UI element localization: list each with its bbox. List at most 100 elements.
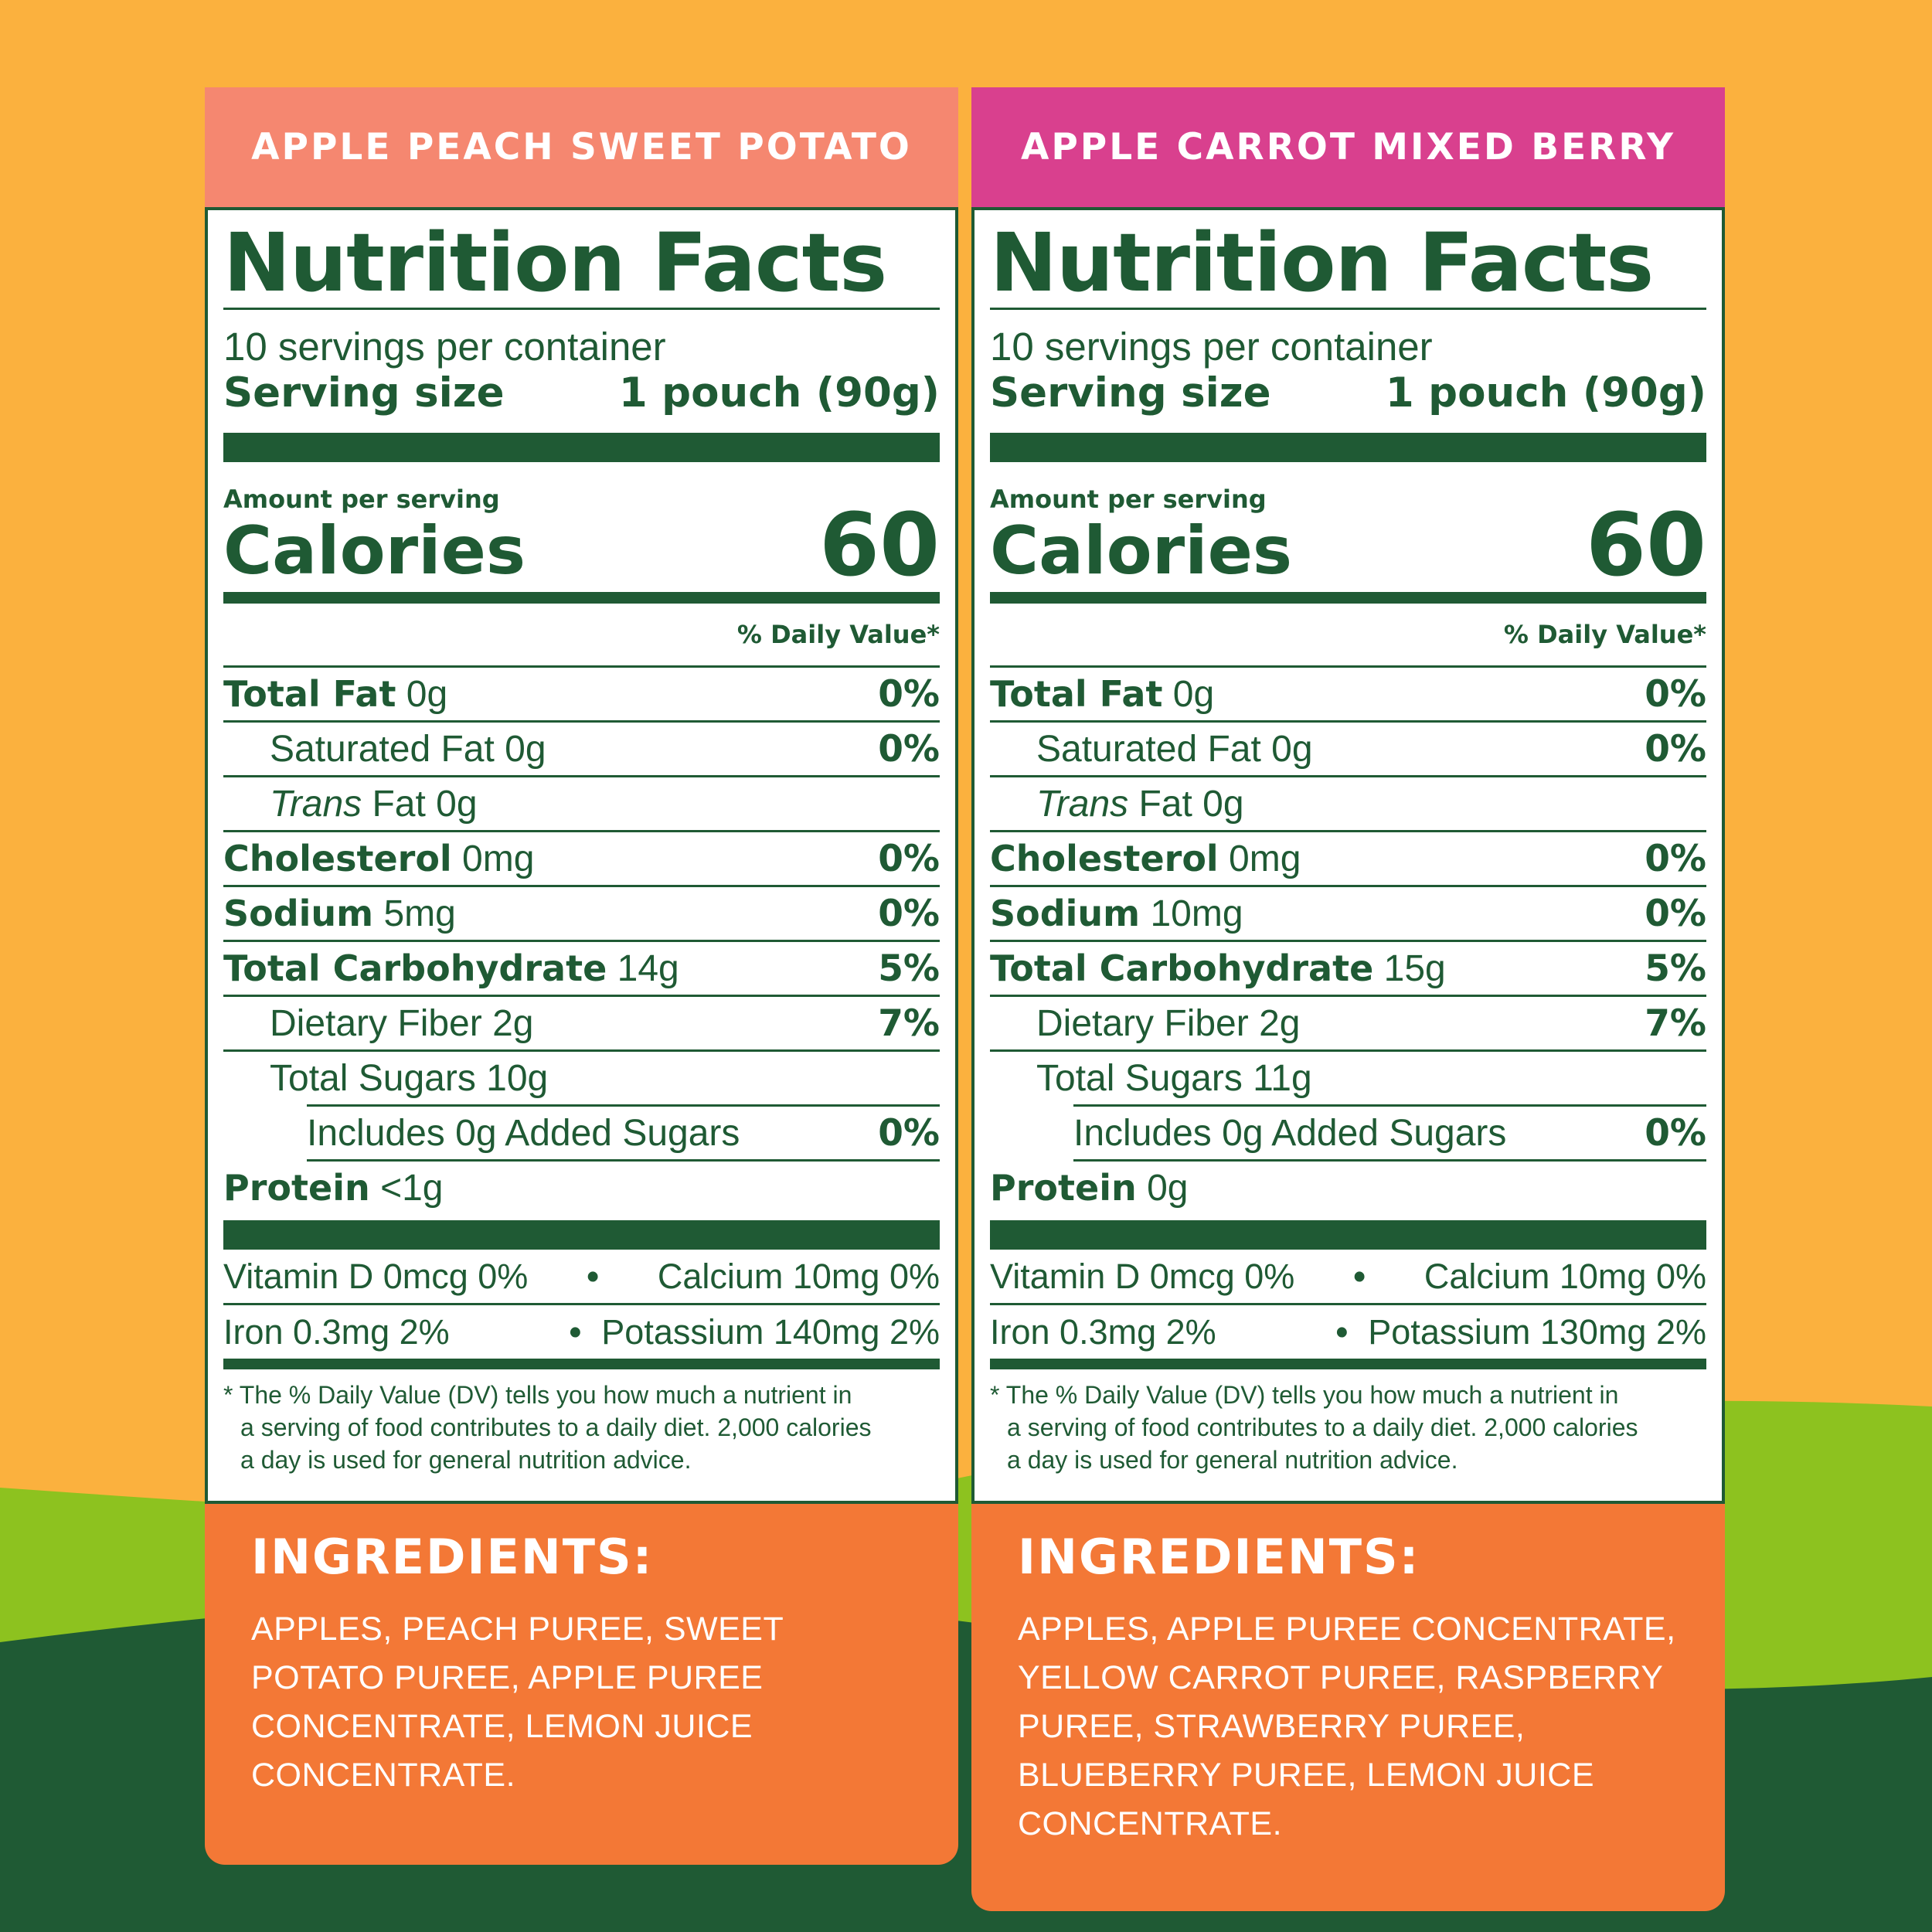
footnote-line: * The % Daily Value (DV) tells you how m…: [223, 1381, 852, 1409]
total-carbohydrate-row: Total Carbohydrate 14g 5%: [223, 942, 940, 997]
cholesterol-row: Cholesterol 0mg 0%: [990, 832, 1706, 887]
sodium-row: Sodium 5mg 0%: [223, 887, 940, 942]
divider: [990, 308, 1706, 310]
vitamins-row-1: Vitamin D 0mcg 0% • Calcium 10mg 0%: [990, 1250, 1706, 1305]
product-panel-apple-peach-sweet-potato: APPLE PEACH SWEET POTATO Nutrition Facts…: [205, 87, 958, 1865]
footnote: * The % Daily Value (DV) tells you how m…: [223, 1379, 940, 1476]
footnote: * The % Daily Value (DV) tells you how m…: [990, 1379, 1706, 1476]
medium-divider: [223, 1359, 940, 1369]
total-carbohydrate-label: Total Carbohydrate: [990, 947, 1374, 989]
cholesterol-dv: 0%: [878, 837, 940, 880]
added-sugars-row: Includes 0g Added Sugars 0%: [1073, 1104, 1706, 1162]
ingredients-line: BLUEBERRY PUREE, LEMON JUICE: [1018, 1757, 1595, 1794]
ingredients-line: CONCENTRATE.: [1018, 1805, 1283, 1842]
servings-per-container: 10 servings per container: [990, 325, 1433, 369]
serving-size-value: 1 pouch (90g): [618, 369, 940, 417]
product-name-header: APPLE PEACH SWEET POTATO: [205, 87, 958, 207]
calories-row: Calories 60: [990, 502, 1706, 592]
calories-label: Calories: [990, 512, 1293, 590]
total-carbohydrate-dv: 5%: [1645, 947, 1706, 990]
protein-label: Protein: [223, 1166, 370, 1209]
vitamins-row-2: Iron 0.3mg 2% • Potassium 140mg 2%: [223, 1305, 940, 1359]
calcium: Calcium 10mg 0%: [1423, 1256, 1706, 1296]
sodium-dv: 0%: [878, 892, 940, 935]
ingredients-title: INGREDIENTS:: [1018, 1529, 1420, 1585]
saturated-fat-row: Saturated Fat 0g 0%: [990, 723, 1706, 777]
footnote-line: a serving of food contributes to a daily…: [240, 1413, 872, 1441]
vitamin-d: Vitamin D 0mcg 0%: [223, 1256, 529, 1296]
saturated-fat-dv: 0%: [1645, 727, 1706, 770]
sodium-label: Sodium: [990, 892, 1141, 934]
ingredients-box: INGREDIENTS: APPLES, PEACH PUREE, SWEET …: [205, 1504, 958, 1865]
added-sugars-label: Includes 0g Added Sugars: [307, 1112, 740, 1154]
calories-value: 60: [1586, 495, 1706, 596]
serving-size-label: Serving size: [223, 369, 505, 417]
footnote-line: * The % Daily Value (DV) tells you how m…: [990, 1381, 1619, 1409]
cholesterol-amount: 0mg: [1229, 838, 1301, 879]
medium-divider: [990, 1359, 1706, 1369]
saturated-fat-dv: 0%: [878, 727, 940, 770]
ingredients-list: APPLES, APPLE PUREE CONCENTRATE, YELLOW …: [1018, 1605, 1679, 1849]
serving-size-row: Serving size 1 pouch (90g): [223, 372, 940, 419]
daily-value-header: % Daily Value*: [223, 604, 940, 668]
vitamins-row-1: Vitamin D 0mcg 0% • Calcium 10mg 0%: [223, 1250, 940, 1305]
trans-fat-label: Fat 0g: [372, 783, 478, 825]
total-fat-amount: 0g: [406, 673, 448, 715]
dietary-fiber-row: Dietary Fiber 2g 7%: [990, 997, 1706, 1052]
cholesterol-amount: 0mg: [462, 838, 535, 879]
saturated-fat-label: Saturated Fat 0g: [270, 728, 546, 770]
total-sugars-row: Total Sugars 10g: [223, 1052, 940, 1104]
protein-amount: 0g: [1147, 1167, 1189, 1209]
ingredients-title: INGREDIENTS:: [251, 1529, 654, 1585]
trans-fat-row: Trans Fat 0g: [223, 777, 940, 832]
total-carbohydrate-amount: 14g: [617, 947, 679, 989]
amount-per-serving: Amount per serving: [990, 485, 1267, 514]
trans-fat-label: Fat 0g: [1138, 783, 1244, 825]
serving-size-row: Serving size 1 pouch (90g): [990, 372, 1706, 419]
calories-label: Calories: [223, 512, 526, 590]
protein-row: Protein <1g: [223, 1162, 940, 1214]
sodium-dv: 0%: [1645, 892, 1706, 935]
saturated-fat-row: Saturated Fat 0g 0%: [223, 723, 940, 777]
calories-row: Calories 60: [223, 502, 940, 592]
total-carbohydrate-label: Total Carbohydrate: [223, 947, 607, 989]
dietary-fiber-label: Dietary Fiber 2g: [270, 1002, 534, 1044]
trans-fat-italic: Trans: [270, 783, 362, 825]
thick-divider: [990, 433, 1706, 462]
bullet: •: [569, 1311, 582, 1352]
total-fat-label: Total Fat: [223, 672, 396, 715]
total-fat-label: Total Fat: [990, 672, 1163, 715]
total-fat-row: Total Fat 0g 0%: [223, 668, 940, 723]
total-carbohydrate-amount: 15g: [1383, 947, 1446, 989]
footnote-line: a day is used for general nutrition advi…: [1007, 1446, 1458, 1474]
total-sugars-row: Total Sugars 11g: [990, 1052, 1706, 1104]
bullet: •: [1353, 1256, 1366, 1296]
servings-per-container: 10 servings per container: [223, 325, 666, 369]
serving-size-value: 1 pouch (90g): [1385, 369, 1706, 417]
sodium-label: Sodium: [223, 892, 374, 934]
total-carbohydrate-dv: 5%: [878, 947, 940, 990]
dietary-fiber-row: Dietary Fiber 2g 7%: [223, 997, 940, 1052]
potassium: Potassium 130mg 2%: [1368, 1311, 1706, 1352]
ingredients-line: CONCENTRATE.: [251, 1757, 516, 1794]
nutrition-facts-title: Nutrition Facts: [223, 216, 887, 310]
protein-amount: <1g: [380, 1167, 444, 1209]
bullet: •: [1335, 1311, 1349, 1352]
calories-value: 60: [819, 495, 940, 596]
footnote-line: a day is used for general nutrition advi…: [240, 1446, 692, 1474]
cholesterol-label: Cholesterol: [990, 837, 1219, 879]
total-fat-amount: 0g: [1172, 673, 1215, 715]
protein-row: Protein 0g: [990, 1162, 1706, 1214]
nutrition-facts-title: Nutrition Facts: [990, 216, 1654, 310]
ingredients-line: YELLOW CARROT PUREE, RASPBERRY: [1018, 1659, 1664, 1696]
dietary-fiber-dv: 7%: [878, 1002, 940, 1045]
cholesterol-row: Cholesterol 0mg 0%: [223, 832, 940, 887]
ingredients-line: CONCENTRATE, LEMON JUICE: [251, 1708, 753, 1745]
added-sugars-label: Includes 0g Added Sugars: [1073, 1112, 1507, 1154]
ingredients-line: APPLES, APPLE PUREE CONCENTRATE,: [1018, 1611, 1676, 1648]
ingredients-line: PUREE, STRAWBERRY PUREE,: [1018, 1708, 1526, 1745]
total-sugars-label: Total Sugars 11g: [1036, 1057, 1312, 1099]
serving-size-label: Serving size: [990, 369, 1271, 417]
nutrition-facts-label: Nutrition Facts 10 servings per containe…: [971, 207, 1725, 1504]
added-sugars-dv: 0%: [878, 1111, 940, 1155]
